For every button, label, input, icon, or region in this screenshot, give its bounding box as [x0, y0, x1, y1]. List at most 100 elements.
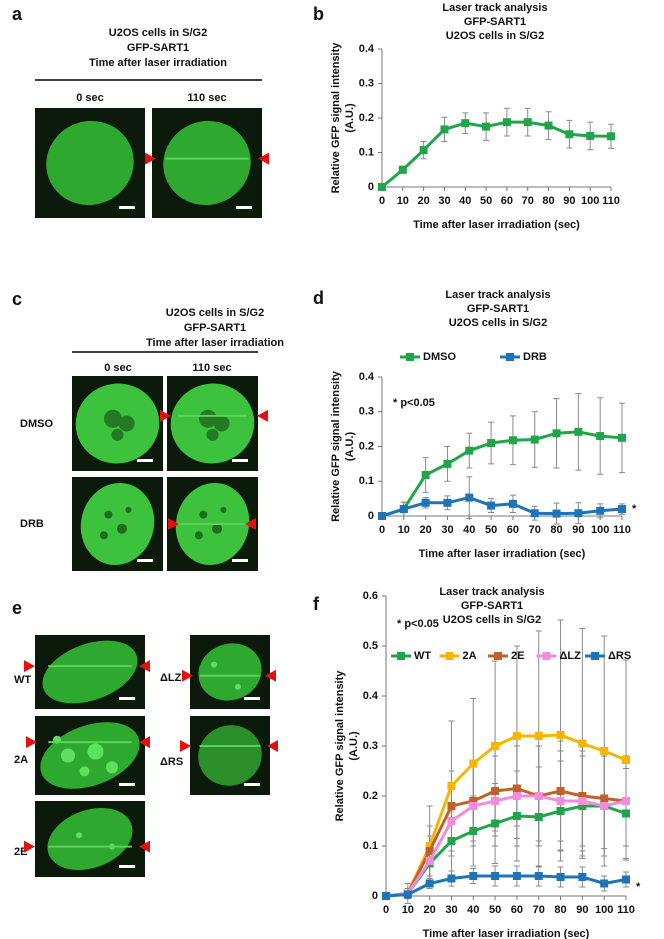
x-tick-label: 50 — [485, 524, 497, 536]
condition-label: ΔRS — [160, 756, 183, 768]
x-tick-label: 10 — [398, 524, 410, 536]
spot — [111, 428, 124, 441]
legend-swatch — [591, 652, 599, 660]
marker — [512, 872, 521, 880]
x-tick-label: 20 — [424, 904, 436, 916]
spot — [79, 766, 90, 777]
y-tick-label: 0 — [372, 890, 378, 902]
x-tick-label: 10 — [397, 195, 409, 207]
legend-label: ΔLZ — [560, 650, 582, 662]
marker — [469, 827, 478, 835]
marker — [440, 125, 449, 134]
x-tick-label: 110 — [617, 904, 635, 916]
arrowhead — [168, 518, 179, 530]
arrowhead — [139, 840, 150, 853]
x-tick-label: 110 — [613, 524, 631, 536]
marker — [578, 739, 587, 748]
marker — [578, 873, 587, 881]
panel-title: GFP-SART1 — [184, 322, 246, 334]
scale-bar — [244, 783, 260, 786]
marker — [425, 857, 434, 865]
marker — [491, 787, 500, 795]
x-tick-label: 50 — [480, 195, 492, 207]
arrowhead — [258, 152, 269, 165]
y-axis-label: Relative GFP signal intensity — [330, 370, 342, 522]
micrograph — [72, 477, 163, 571]
arrowhead — [24, 840, 35, 853]
legend-label: WT — [414, 650, 431, 662]
y-tick-label: 0.4 — [359, 371, 375, 383]
scale-bar — [119, 865, 135, 868]
chart-title: GFP-SART1 — [464, 16, 526, 28]
marker — [622, 797, 630, 805]
legend-label: ΔRS — [608, 650, 631, 662]
x-tick-label: 80 — [554, 904, 566, 916]
scale-bar — [119, 697, 135, 700]
marker — [447, 874, 456, 883]
panel-title: GFP-SART1 — [127, 42, 189, 54]
marker — [465, 446, 474, 455]
x-tick-label: 60 — [507, 524, 519, 536]
arrowhead — [245, 518, 256, 530]
scale-bar — [137, 459, 153, 462]
marker — [382, 892, 390, 900]
arrowhead — [139, 736, 150, 749]
chart-title: U2OS cells in S/G2 — [449, 317, 547, 329]
y-tick-label: 0 — [368, 510, 374, 522]
micrograph — [167, 477, 258, 571]
y-axis-label: (A.U.) — [344, 432, 356, 462]
micrograph — [145, 108, 269, 218]
x-tick-label: 90 — [563, 195, 575, 207]
spot — [103, 409, 122, 428]
x-tick-label: 80 — [550, 524, 562, 536]
marker — [491, 797, 500, 805]
spot — [125, 506, 132, 513]
x-tick-label: 30 — [438, 195, 450, 207]
marker — [491, 742, 500, 750]
panel-title: Time after laser irradiation — [146, 337, 284, 349]
marker — [556, 873, 565, 881]
marker — [491, 872, 500, 880]
y-tick-label: 0.3 — [363, 740, 378, 752]
y-tick-label: 0.2 — [359, 112, 374, 124]
marker — [512, 792, 521, 800]
spot — [212, 523, 223, 534]
spot — [76, 832, 82, 839]
marker — [425, 847, 434, 855]
series-line — [385, 794, 627, 898]
x-axis-label: Time after laser irradiation (sec) — [413, 219, 580, 231]
marker — [578, 797, 587, 805]
micrograph — [24, 801, 150, 877]
x-tick-label: 30 — [441, 524, 453, 536]
y-tick-label: 0 — [368, 181, 374, 193]
marker — [512, 784, 521, 793]
y-tick-label: 0.6 — [363, 590, 378, 602]
condition-label: ΔLZ — [160, 672, 182, 684]
legend-label: DRB — [523, 351, 547, 363]
x-tick-label: 100 — [595, 904, 613, 916]
panel-title: Time after laser irradiation — [89, 57, 227, 69]
scale-bar — [137, 559, 153, 562]
annotation: * — [632, 503, 637, 515]
marker — [565, 130, 574, 139]
nucleus — [80, 482, 155, 566]
x-tick-label: 20 — [418, 195, 430, 207]
panel-label: e — [12, 598, 22, 618]
marker — [443, 498, 452, 507]
row-label: DMSO — [20, 418, 53, 430]
nucleus — [42, 640, 138, 704]
time-label: 0 sec — [76, 92, 104, 104]
x-tick-label: 60 — [501, 195, 513, 207]
x-tick-label: 10 — [402, 904, 414, 916]
marker — [421, 498, 430, 507]
y-tick-label: 0.2 — [359, 440, 374, 452]
marker — [502, 118, 511, 127]
nucleus — [198, 725, 262, 786]
marker — [403, 890, 412, 899]
spot — [99, 531, 108, 540]
annotation: * — [636, 881, 641, 893]
series-line — [385, 874, 627, 898]
marker — [586, 131, 595, 140]
chart-title: GFP-SART1 — [467, 303, 529, 315]
micrograph — [24, 635, 150, 709]
